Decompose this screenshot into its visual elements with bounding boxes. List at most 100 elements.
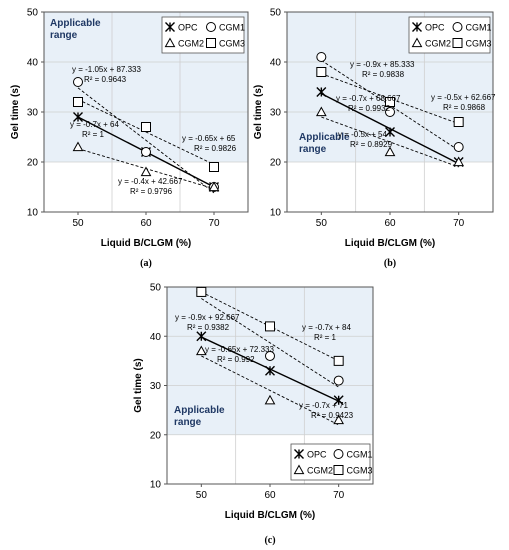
y-tick-label: 50 bbox=[150, 283, 162, 294]
point-cgm3 bbox=[385, 97, 395, 107]
regression-annotation: y = -0.9x + 92.667 R² = 0.9382 bbox=[175, 313, 240, 332]
point-cgm2 bbox=[333, 414, 345, 425]
point-opc bbox=[196, 331, 207, 342]
point-cgm2 bbox=[140, 166, 152, 177]
y-tick-label: 40 bbox=[27, 58, 39, 69]
point-opc bbox=[333, 395, 344, 406]
regression-annotation: y = -0.4x + 42.667 R² = 0.9796 bbox=[118, 177, 183, 196]
legend-marker-cgm2 bbox=[164, 37, 176, 48]
legend-marker-opc bbox=[294, 449, 304, 459]
legend-box bbox=[161, 16, 245, 54]
trendline-cgm2 bbox=[321, 116, 459, 168]
legend-marker-cgm3 bbox=[206, 38, 216, 48]
y-axis-title: Gel time (s) bbox=[253, 85, 264, 139]
x-tick-label: 70 bbox=[453, 218, 465, 229]
x-tick-label: 50 bbox=[196, 490, 208, 501]
legend-marker-cgm1 bbox=[206, 22, 216, 32]
regression-annotation: y = -0.5x + 62.667 R² = 0.9868 bbox=[431, 93, 496, 112]
x-axis-title: Liquid B/CLGM (%) bbox=[345, 238, 436, 249]
legend: OPC CGM1 CGM2 CGM3 bbox=[161, 16, 245, 54]
legend: OPC CGM1 CGM2 CGM3 bbox=[290, 443, 373, 481]
point-cgm3 bbox=[316, 67, 327, 77]
regression-annotation: y = -1.05x + 87.333 R² = 0.9643 bbox=[72, 65, 141, 84]
y-tick-label: 10 bbox=[150, 480, 162, 491]
regression-annotation: y = -0.65x + 72.333 R² = 0.992 bbox=[205, 345, 274, 364]
legend-label-opc: OPC bbox=[425, 23, 445, 33]
y-tick-label: 40 bbox=[150, 332, 162, 343]
legend-label-cgm2: CGM2 bbox=[178, 39, 204, 49]
point-cgm2 bbox=[384, 146, 396, 157]
applicable-range-label: Applicable range bbox=[299, 132, 350, 155]
y-tick-label: 50 bbox=[270, 8, 282, 19]
legend: OPC CGM1 CGM2 CGM3 bbox=[408, 16, 492, 54]
point-cgm2 bbox=[208, 181, 220, 192]
y-tick-label: 30 bbox=[150, 381, 162, 392]
point-opc bbox=[73, 112, 83, 122]
y-axis-title: Gel time (s) bbox=[10, 85, 21, 139]
y-tick-label: 10 bbox=[270, 208, 282, 219]
point-cgm2 bbox=[315, 106, 327, 117]
x-tick-label: 70 bbox=[208, 218, 220, 229]
legend-label-cgm1: CGM1 bbox=[219, 23, 245, 33]
point-cgm2 bbox=[195, 345, 207, 356]
legend-marker-cgm2 bbox=[411, 37, 423, 48]
x-tick-label: 50 bbox=[72, 218, 84, 229]
point-cgm3 bbox=[333, 355, 344, 366]
regression-annotation: y = -0.7x + 68.667 R² = 0.9932 bbox=[336, 94, 401, 113]
trendline-cgm1 bbox=[201, 298, 339, 388]
y-tick-label: 30 bbox=[27, 108, 39, 119]
legend-label-cgm2: CGM2 bbox=[307, 466, 333, 476]
legend-label-cgm3: CGM3 bbox=[466, 39, 492, 49]
legend-box bbox=[408, 16, 491, 54]
point-cgm2 bbox=[264, 394, 276, 405]
point-opc bbox=[265, 365, 275, 376]
x-tick-label: 60 bbox=[264, 490, 276, 501]
point-cgm2 bbox=[453, 156, 465, 167]
point-cgm2 bbox=[72, 141, 84, 152]
legend-marker-cgm1 bbox=[452, 22, 463, 32]
regression-annotation: y = -0.9x + 85.333 R² = 0.9838 bbox=[350, 60, 415, 79]
legend-marker-cgm3 bbox=[452, 38, 463, 48]
y-tick-label: 20 bbox=[150, 430, 162, 441]
x-axis-title: Liquid B/CLGM (%) bbox=[101, 238, 192, 249]
chart-panel-2: 10 20 30 40 50 50 60 70 Liquid B/CLGM (%) Gel tim… bbox=[253, 8, 496, 270]
panel-label: (a) bbox=[140, 258, 152, 269]
legend-label-cgm2: CGM2 bbox=[425, 39, 451, 49]
regression-annotation: y = -0.7x + 64 R² = 1 bbox=[70, 120, 119, 139]
point-opc bbox=[385, 127, 395, 137]
legend-label-cgm3: CGM3 bbox=[347, 466, 373, 476]
point-cgm1 bbox=[385, 107, 395, 117]
x-tick-label: 50 bbox=[316, 218, 328, 229]
y-axis-title: Gel time (s) bbox=[133, 358, 144, 412]
y-tick-label: 40 bbox=[270, 58, 282, 69]
legend-label-cgm1: CGM1 bbox=[466, 23, 492, 33]
legend-marker-opc bbox=[165, 22, 175, 32]
point-cgm3 bbox=[73, 97, 83, 107]
point-cgm3 bbox=[141, 122, 151, 132]
point-cgm1 bbox=[73, 77, 83, 87]
trendline-cgm1 bbox=[77, 87, 215, 194]
panel-label: (c) bbox=[264, 535, 275, 546]
y-tick-label: 30 bbox=[270, 108, 282, 119]
legend-marker-opc bbox=[412, 22, 422, 32]
chart-panel-3: 10 20 30 40 50 50 60 70 Liquid B/CLGM (%) Gel tim… bbox=[133, 283, 374, 546]
point-cgm1 bbox=[333, 375, 344, 386]
panel-label: (b) bbox=[384, 258, 396, 269]
trendline-cgm3 bbox=[321, 73, 459, 125]
y-tick-label: 20 bbox=[27, 158, 39, 169]
applicable-range-label: Applicable range bbox=[174, 405, 225, 428]
point-cgm3 bbox=[453, 117, 464, 127]
point-cgm1 bbox=[265, 350, 275, 361]
point-cgm3 bbox=[196, 286, 207, 297]
regression-annotation: y = -0.7x + 84 R² = 1 bbox=[302, 323, 351, 342]
legend-marker-cgm2 bbox=[293, 464, 305, 475]
point-cgm1 bbox=[316, 52, 327, 62]
legend-marker-cgm3 bbox=[333, 465, 344, 475]
legend-marker-cgm1 bbox=[333, 449, 344, 459]
regression-annotation: y = -0.7x + 71 R² = 0.9423 bbox=[299, 401, 354, 420]
applicable-range-label: Applicable range bbox=[50, 18, 101, 41]
chart-panel-1: 10 20 30 40 50 50 60 70 Liquid B/CLGM (%) Gel tim… bbox=[10, 8, 249, 269]
legend-label-opc: OPC bbox=[307, 450, 327, 460]
point-opc bbox=[316, 87, 327, 97]
